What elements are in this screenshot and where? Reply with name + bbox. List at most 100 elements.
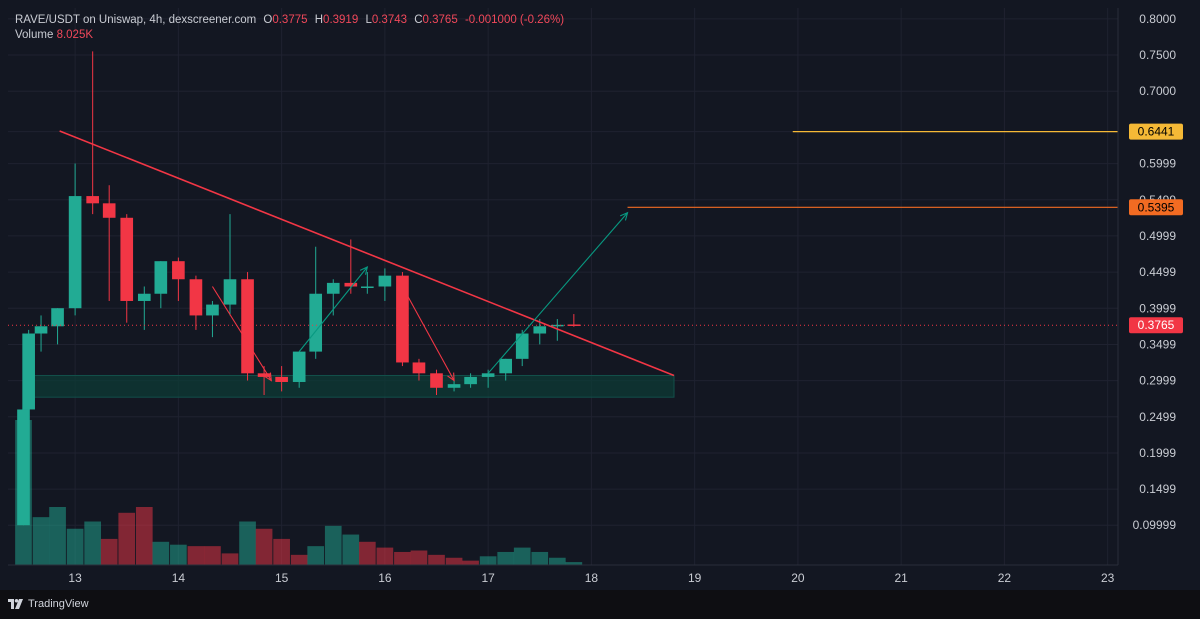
tradingview-logo-icon xyxy=(8,599,23,609)
volume-bar xyxy=(531,551,549,565)
volume-bar xyxy=(497,551,515,565)
volume-bar xyxy=(428,554,445,565)
price-tag-label: 0.6441 xyxy=(1138,125,1175,139)
candle-body xyxy=(551,324,564,327)
volume-value: 8.025K xyxy=(56,29,94,41)
price-tick-label: 0.4499 xyxy=(1139,265,1176,279)
candle-body xyxy=(378,275,392,287)
time-tick-label: 17 xyxy=(481,571,495,585)
symbol-title[interactable]: RAVE/USDT on Uniswap, 4h, dexscreener.co… xyxy=(15,14,257,26)
volume-bar xyxy=(290,554,308,565)
price-tag-label: 0.3765 xyxy=(1138,318,1175,332)
volume-bar xyxy=(204,546,221,565)
grid-lines xyxy=(8,8,1118,565)
price-axis-panel[interactable] xyxy=(1118,0,1200,590)
price-tag-background xyxy=(1129,123,1183,140)
candle-body xyxy=(481,373,495,377)
candle-body xyxy=(275,376,288,382)
candle-body xyxy=(102,203,116,218)
time-tick-label: 23 xyxy=(1101,571,1115,585)
price-tag-background xyxy=(1129,317,1183,334)
high-label: H xyxy=(314,14,324,26)
chart-legend: RAVE/USDT on Uniswap, 4h, dexscreener.co… xyxy=(15,14,568,26)
price-tick-label: 0.09999 xyxy=(1133,518,1177,532)
price-chart[interactable]: 0.80000.75000.70000.64410.59990.54990.49… xyxy=(0,0,1200,590)
price-tick-label: 0.4999 xyxy=(1139,229,1176,243)
chart-background xyxy=(0,0,1200,590)
volume-bar xyxy=(324,525,342,565)
volume-bar xyxy=(548,557,566,565)
volume-bar xyxy=(66,528,84,565)
price-tag-background xyxy=(1129,199,1183,216)
close-value: 0.3765 xyxy=(422,14,458,26)
price-axis[interactable]: 0.80000.75000.70000.64410.59990.54990.49… xyxy=(1133,12,1177,532)
volume-bar xyxy=(152,541,170,565)
candle-body xyxy=(86,196,99,204)
volume-bar xyxy=(239,521,256,565)
arrow-shaft xyxy=(401,286,455,381)
arrow-shaft xyxy=(211,286,272,381)
candle-body xyxy=(22,333,35,410)
volume-bar xyxy=(118,512,136,565)
volume-bar xyxy=(307,546,325,565)
volume-bar xyxy=(100,538,118,565)
candlesticks xyxy=(17,51,581,526)
open-label: O xyxy=(263,14,273,26)
candle-body xyxy=(120,217,134,301)
open-value: 0.3775 xyxy=(272,14,308,26)
volume-label[interactable]: Volume xyxy=(15,29,54,41)
arrow-shaft xyxy=(298,266,368,352)
volume-bar xyxy=(479,556,497,565)
price-tick-label: 0.8000 xyxy=(1139,12,1176,26)
drawings xyxy=(8,130,1118,382)
volume-bar xyxy=(273,538,290,565)
price-tick-label: 0.7500 xyxy=(1139,48,1176,62)
candle-body xyxy=(533,326,547,334)
support-zone xyxy=(33,374,675,398)
time-tick-label: 20 xyxy=(791,571,805,585)
time-tick-label: 14 xyxy=(172,571,186,585)
low-label: L xyxy=(365,14,372,26)
candle-body xyxy=(515,333,529,359)
volume-bar xyxy=(565,562,583,565)
volume-bar xyxy=(49,507,66,565)
volume-bar xyxy=(135,507,153,565)
candle-body xyxy=(154,261,168,294)
arrow-head xyxy=(619,211,629,221)
price-tick-label: 0.2499 xyxy=(1139,410,1176,424)
volume-bar xyxy=(170,544,187,565)
candle-body xyxy=(361,286,374,288)
candle-body xyxy=(51,308,64,327)
tradingview-label: TradingView xyxy=(28,598,89,610)
tradingview-brand[interactable]: TradingView xyxy=(8,598,89,610)
time-tick-label: 13 xyxy=(68,571,82,585)
arrow-shaft xyxy=(487,212,628,374)
candle-body xyxy=(344,282,358,287)
candle-body xyxy=(499,358,513,374)
time-axis[interactable]: 13 14 15 16 17 18 19 20 21 22 23 xyxy=(68,571,1114,585)
candle-body xyxy=(34,326,48,334)
descending-trendline xyxy=(59,130,675,377)
volume-bar xyxy=(445,557,463,565)
volume-bar xyxy=(358,541,376,565)
time-tick-label: 22 xyxy=(998,571,1012,585)
candle-body xyxy=(464,376,477,385)
time-tick-label: 15 xyxy=(275,571,289,585)
low-value: 0.3743 xyxy=(371,14,408,26)
candle-body xyxy=(172,261,185,280)
footer-bar: TradingView xyxy=(0,590,1200,619)
price-tick-label: 0.3499 xyxy=(1139,337,1176,351)
volume-bar xyxy=(255,528,273,565)
volume-bar xyxy=(410,550,428,565)
time-axis-panel[interactable] xyxy=(0,565,1200,590)
candle-body xyxy=(241,279,254,374)
volume-bar xyxy=(187,546,205,565)
price-tag-label: 0.5395 xyxy=(1138,200,1175,214)
volume-legend: Volume 8.025K xyxy=(15,29,93,41)
volume-bar xyxy=(462,560,479,565)
price-tick-label: 0.5999 xyxy=(1139,157,1176,171)
volume-bar xyxy=(84,521,102,565)
time-tick-label: 19 xyxy=(688,571,702,585)
price-tick-label: 0.1999 xyxy=(1139,446,1176,460)
candle-body xyxy=(326,282,340,294)
